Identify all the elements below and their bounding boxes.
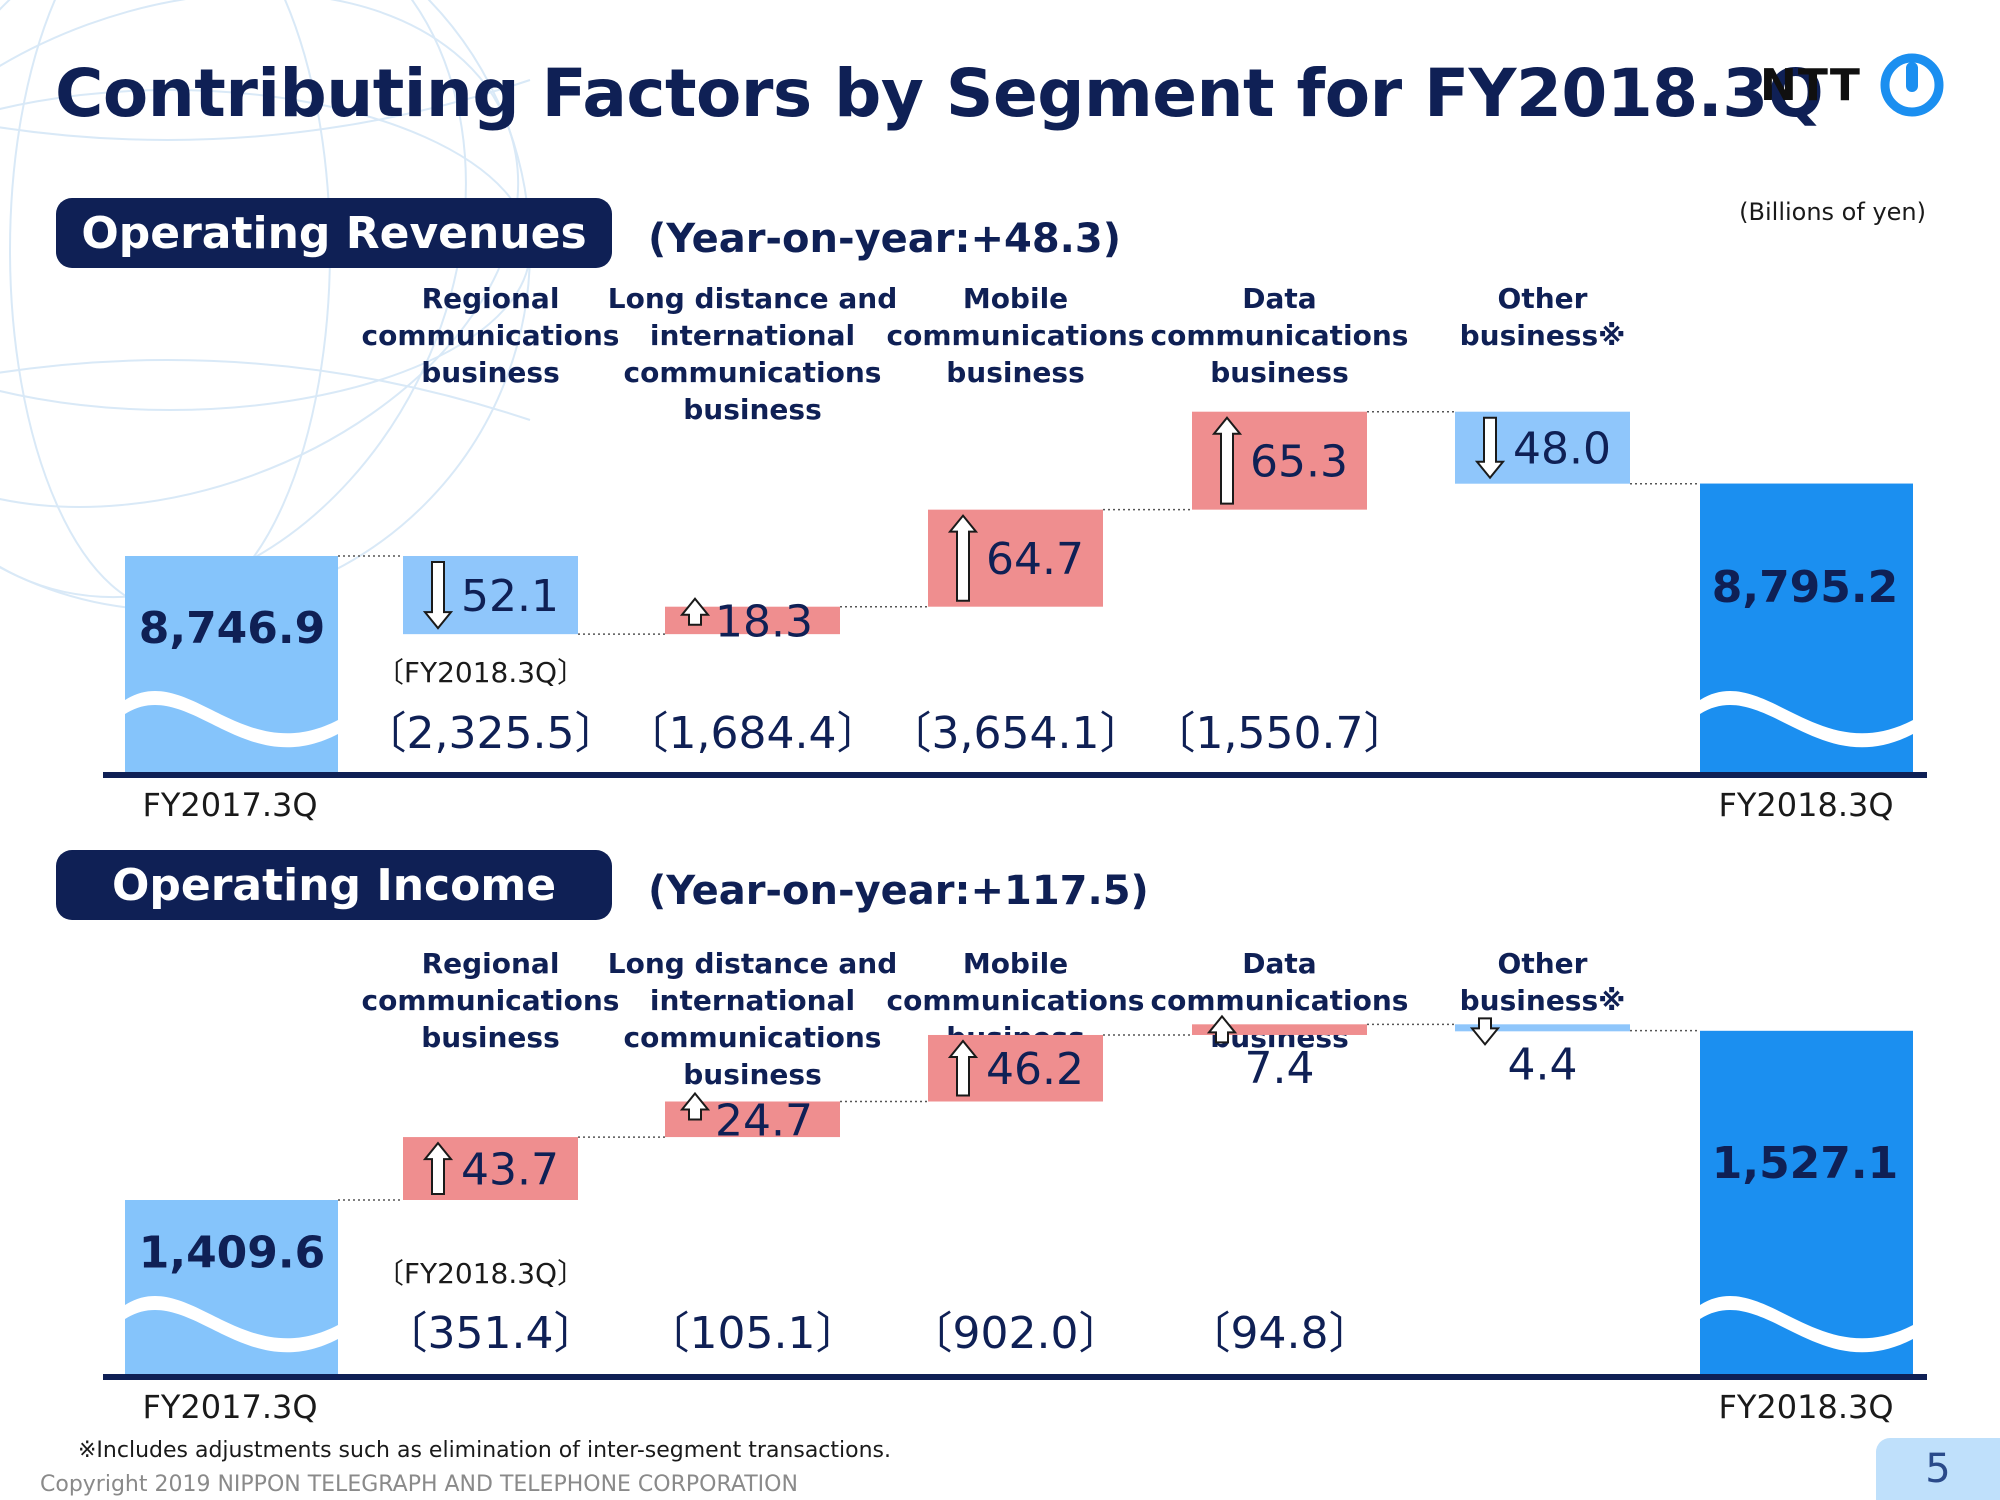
- total-end-value: 8,795.2: [1712, 562, 1899, 613]
- change-value: 65.3: [1250, 437, 1348, 488]
- bar-total-end: [1700, 1030, 1913, 1374]
- fy2018-value: 〔1,550.7〕: [1152, 708, 1408, 759]
- category-label: Data communications business: [1151, 282, 1409, 389]
- arrow-up-icon: [422, 1141, 454, 1195]
- change-value: 48.0: [1513, 424, 1611, 475]
- ntt-logo-icon: [1880, 53, 1944, 117]
- category-label: Other business※: [1460, 947, 1626, 1017]
- footnote: ※Includes adjustments such as eliminatio…: [78, 1438, 892, 1463]
- units-label: (Billions of yen): [1739, 198, 1926, 226]
- bar-change: [1192, 1024, 1367, 1035]
- total-end-label: FY2018.3Q: [1718, 786, 1893, 824]
- bar-total-start-wave: [125, 691, 338, 748]
- arrow-up-icon: [679, 1091, 711, 1121]
- copyright: Copyright 2019 NIPPON TELEGRAPH AND TELE…: [40, 1472, 798, 1497]
- arrow-down-icon: [1469, 1017, 1501, 1046]
- change-value: 43.7: [461, 1145, 559, 1196]
- total-start-label: FY2017.3Q: [142, 1388, 317, 1426]
- category-label: Regional communications business: [362, 947, 620, 1054]
- fy2018-value: 〔902.0〕: [909, 1308, 1123, 1359]
- logo-text: NTT: [1760, 59, 1861, 111]
- change-value: 4.4: [1508, 1039, 1578, 1090]
- fy2018-value: 〔94.8〕: [1187, 1308, 1373, 1359]
- category-label: Data communications business: [1151, 947, 1409, 1054]
- arrow-up-icon: [947, 1039, 979, 1097]
- fy2018-caption: 〔FY2018.3Q〕: [376, 656, 585, 689]
- bar-total-end-wave: [1700, 691, 1913, 748]
- section-heading-operating-revenues: Operating Revenues: [56, 198, 612, 268]
- yoy-operating-income: (Year-on-year:+117.5): [648, 868, 1149, 914]
- change-value: 24.7: [715, 1095, 813, 1146]
- fy2018-caption: 〔FY2018.3Q〕: [376, 1257, 585, 1290]
- total-end-label: FY2018.3Q: [1718, 1388, 1893, 1426]
- ntt-logo: NTT: [1760, 52, 1945, 118]
- fy2018-value: 〔2,325.5〕: [363, 708, 619, 759]
- category-label: Regional communications business: [362, 282, 620, 389]
- axis-baseline: [103, 772, 1927, 778]
- fy2018-value: 〔105.1〕: [646, 1308, 860, 1359]
- arrow-up-icon: [947, 514, 979, 602]
- arrow-down-icon: [1474, 416, 1506, 480]
- total-start-label: FY2017.3Q: [142, 786, 317, 824]
- change-value: 7.4: [1245, 1043, 1315, 1094]
- fy2018-value: 〔351.4〕: [384, 1308, 598, 1359]
- total-end-value: 1,527.1: [1712, 1138, 1899, 1189]
- arrow-up-icon: [1211, 416, 1243, 505]
- change-value: 46.2: [986, 1044, 1084, 1095]
- axis-baseline: [103, 1374, 1927, 1380]
- arrow-down-icon: [422, 561, 454, 630]
- section-heading-operating-income: Operating Income: [56, 850, 612, 920]
- category-label: Other business※: [1460, 282, 1626, 352]
- page-number: 5: [1876, 1438, 2000, 1500]
- category-label: Long distance and international communicat…: [608, 947, 898, 1091]
- total-start-value: 8,746.9: [139, 603, 326, 654]
- change-value: 52.1: [461, 571, 559, 622]
- fy2018-value: 〔3,654.1〕: [888, 708, 1144, 759]
- change-value: 18.3: [715, 596, 813, 647]
- yoy-operating-revenues: (Year-on-year:+48.3): [648, 216, 1121, 262]
- arrow-up-icon: [679, 597, 711, 626]
- total-start-value: 1,409.6: [139, 1228, 326, 1279]
- arrow-up-icon: [1206, 1014, 1238, 1044]
- page-title: Contributing Factors by Segment for FY20…: [55, 55, 1824, 132]
- bar-change: [1455, 1024, 1630, 1032]
- bar-total-start-wave: [125, 1296, 338, 1353]
- change-value: 64.7: [986, 534, 1084, 585]
- fy2018-value: 〔1,684.4〕: [625, 708, 881, 759]
- category-label: Long distance and international communicat…: [608, 282, 898, 426]
- bar-total-end-wave: [1700, 1296, 1913, 1353]
